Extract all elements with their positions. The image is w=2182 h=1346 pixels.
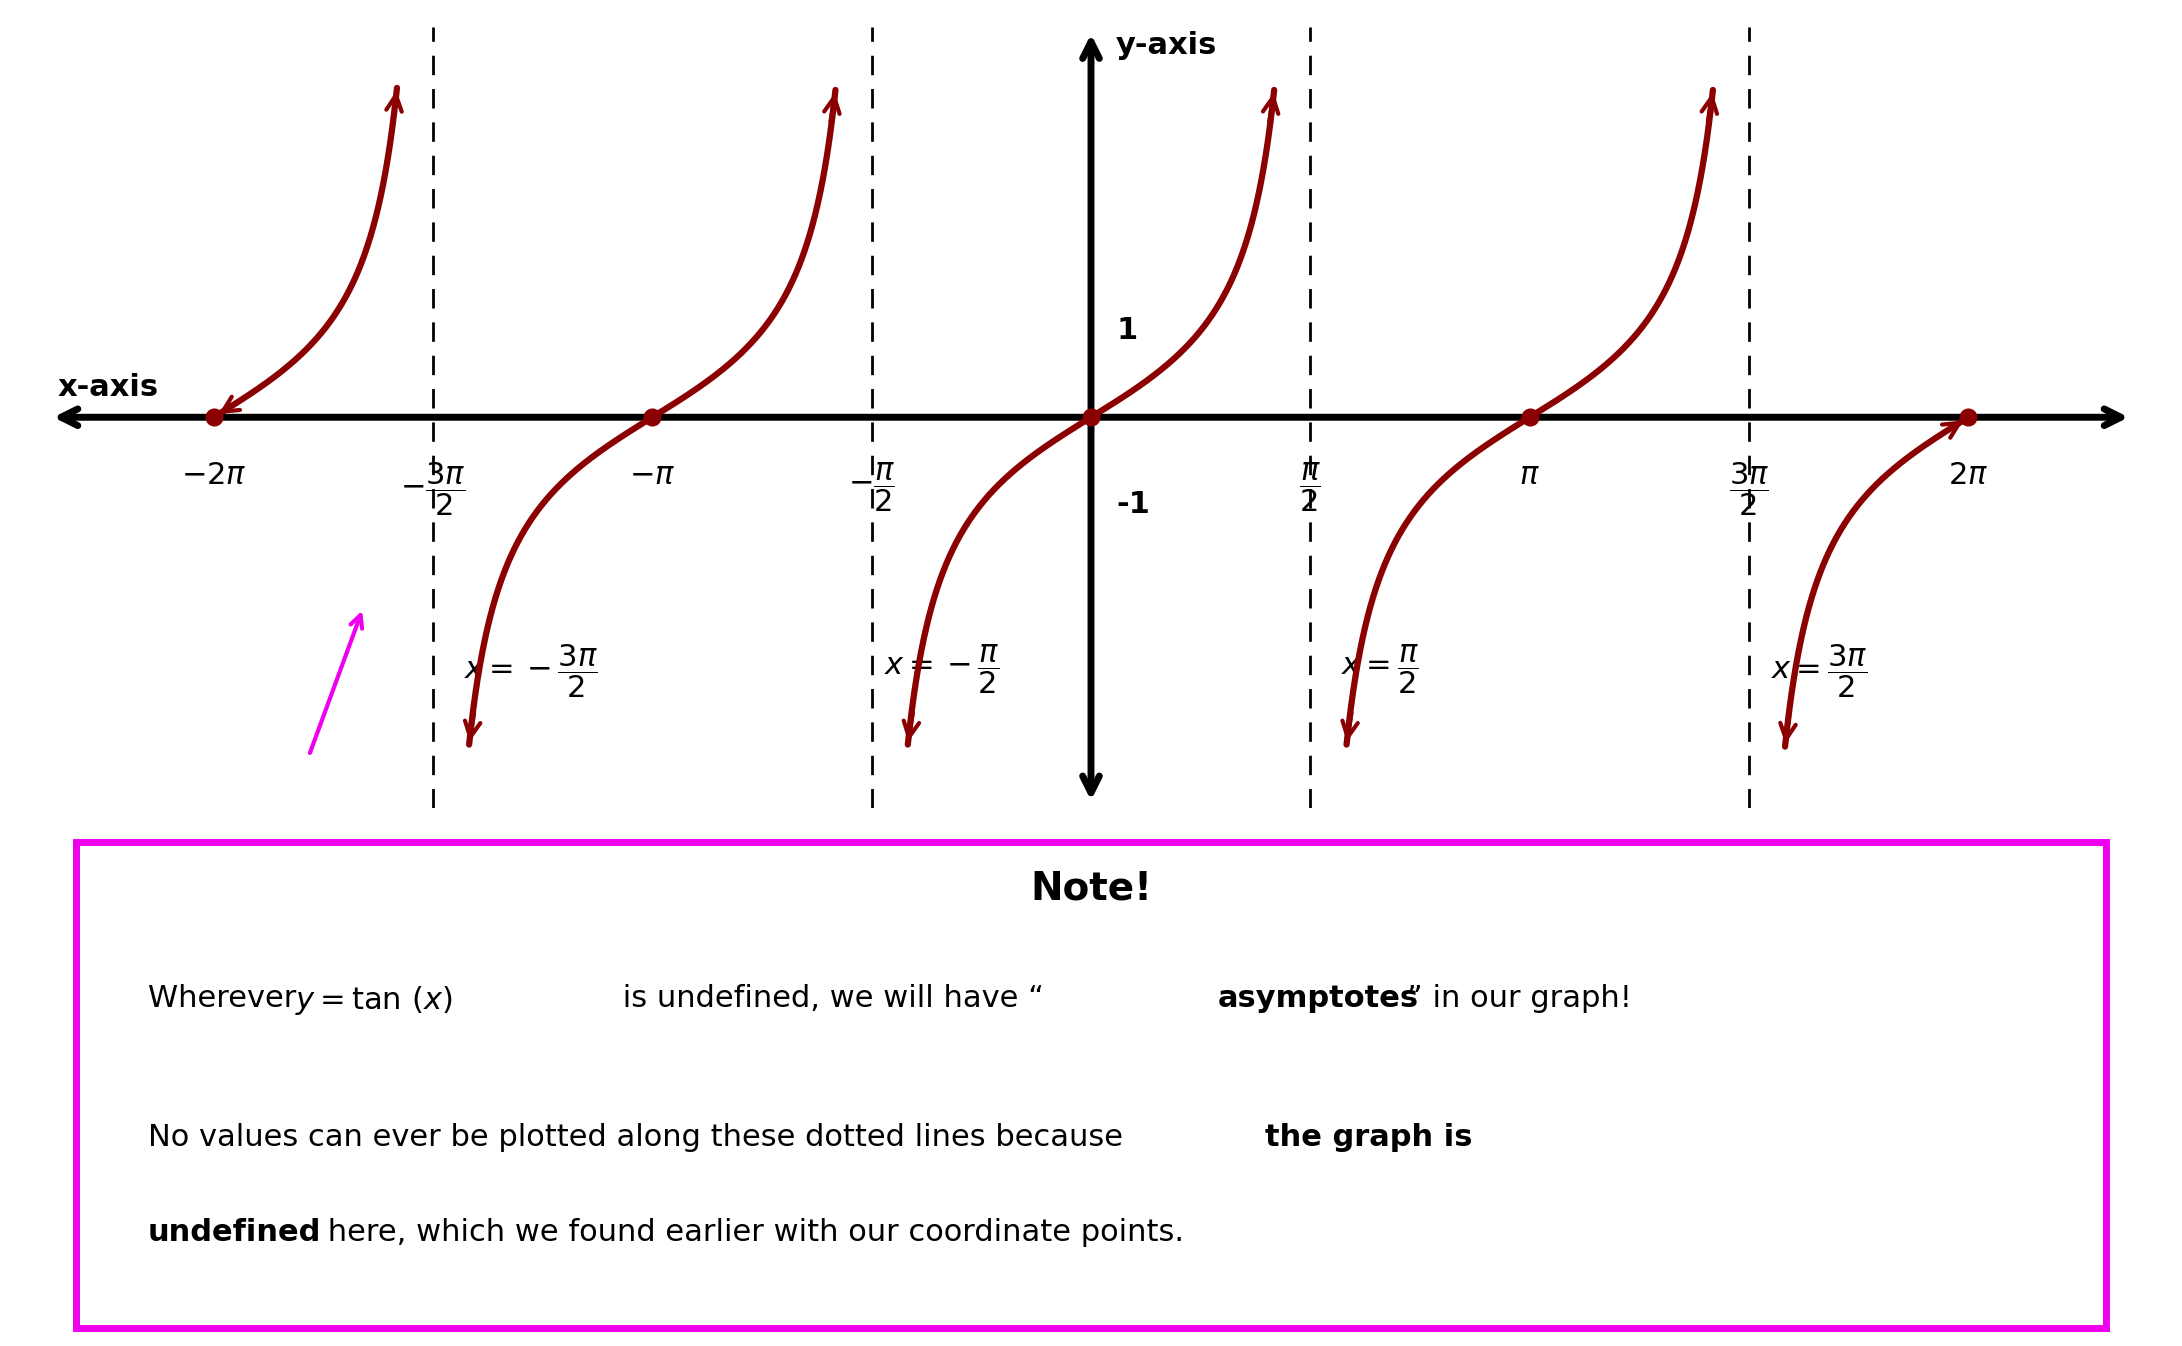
Text: $-2\pi$: $-2\pi$ — [181, 460, 247, 490]
Text: the graph is: the graph is — [1266, 1124, 1473, 1152]
Text: 1: 1 — [1117, 316, 1137, 345]
Text: $x = \dfrac{\pi}{2}$: $x = \dfrac{\pi}{2}$ — [1342, 643, 1418, 696]
Text: is undefined, we will have “: is undefined, we will have “ — [613, 984, 1045, 1014]
Text: No values can ever be plotted along these dotted lines because: No values can ever be plotted along thes… — [148, 1124, 1132, 1152]
Text: $x = -\dfrac{3\pi}{2}$: $x = -\dfrac{3\pi}{2}$ — [465, 643, 598, 700]
FancyBboxPatch shape — [76, 843, 2106, 1327]
Text: -1: -1 — [1117, 490, 1150, 518]
Text: $-\pi$: $-\pi$ — [628, 460, 676, 490]
Text: Wherever: Wherever — [148, 984, 305, 1014]
Text: asymptotes: asymptotes — [1218, 984, 1418, 1014]
Text: undefined: undefined — [148, 1218, 321, 1246]
Text: y-axis: y-axis — [1117, 31, 1218, 61]
Text: $y = \mathrm{tan}\ (x)$: $y = \mathrm{tan}\ (x)$ — [295, 984, 452, 1018]
Text: x-axis: x-axis — [57, 373, 159, 401]
Text: $x = -\dfrac{\pi}{2}$: $x = -\dfrac{\pi}{2}$ — [884, 643, 999, 696]
Text: $x = \dfrac{3\pi}{2}$: $x = \dfrac{3\pi}{2}$ — [1770, 643, 1868, 700]
Text: $-\dfrac{\pi}{2}$: $-\dfrac{\pi}{2}$ — [849, 460, 895, 514]
Text: $\dfrac{3\pi}{2}$: $\dfrac{3\pi}{2}$ — [1728, 460, 1770, 518]
Text: Note!: Note! — [1030, 870, 1152, 907]
Text: $2\pi$: $2\pi$ — [1949, 460, 1988, 490]
Text: here, which we found earlier with our coordinate points.: here, which we found earlier with our co… — [319, 1218, 1185, 1246]
Text: $\dfrac{\pi}{2}$: $\dfrac{\pi}{2}$ — [1300, 460, 1322, 514]
Text: $-\dfrac{3\pi}{2}$: $-\dfrac{3\pi}{2}$ — [399, 460, 465, 518]
Text: $\pi$: $\pi$ — [1519, 460, 1540, 490]
Text: ” in our graph!: ” in our graph! — [1407, 984, 1632, 1014]
